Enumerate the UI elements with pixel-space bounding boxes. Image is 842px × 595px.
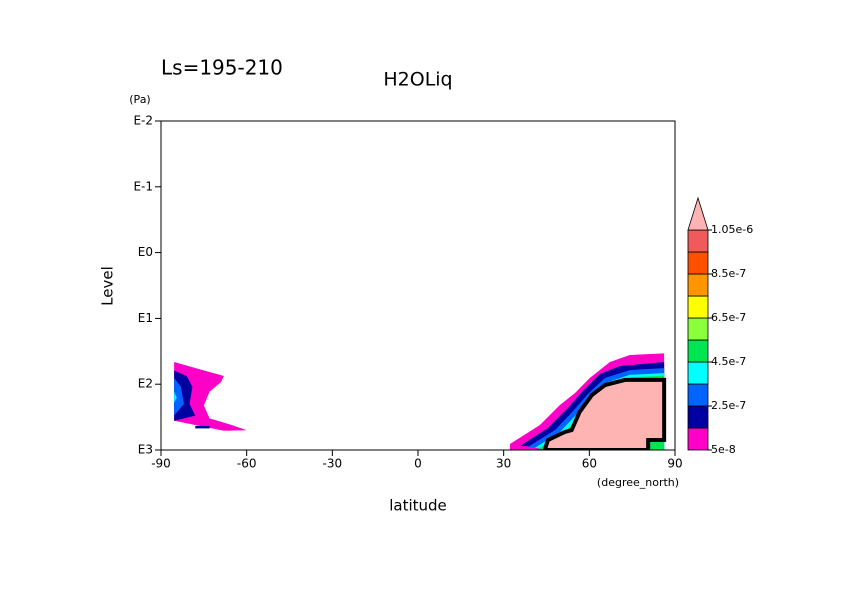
colorbar-label: 8.5e-7	[711, 267, 746, 280]
y-axis-label: Level	[99, 266, 117, 306]
chart-title: H2OLiq	[383, 69, 452, 91]
colorbar-label: 1.05e-6	[711, 223, 753, 236]
x-tick-label: 0	[414, 457, 422, 471]
contour-fill	[542, 377, 667, 450]
colorbar-box	[687, 317, 709, 341]
y-tick-label: E1	[138, 311, 153, 325]
contour-layer	[174, 353, 667, 450]
y-tick-label: E-2	[133, 114, 153, 128]
colorbar-box	[687, 405, 709, 429]
colorbar-box	[687, 251, 709, 275]
y-tick-label: E3	[138, 443, 153, 457]
y-tick-label: E0	[138, 245, 153, 259]
x-tick-label: -60	[237, 457, 257, 471]
x-tick-label: 90	[667, 457, 682, 471]
y-tick-label: E-1	[133, 179, 153, 193]
colorbar-box	[687, 361, 709, 385]
colorbar-box	[687, 229, 709, 253]
colorbar-label: 4.5e-7	[711, 355, 746, 368]
contour-fill	[195, 425, 210, 429]
colorbar-label: 6.5e-7	[711, 311, 746, 324]
colorbar-box	[687, 295, 709, 319]
x-tick-label: 60	[582, 457, 597, 471]
colorbar-box	[687, 273, 709, 297]
contour-fill	[174, 377, 184, 416]
chart-subtitle: Ls=195-210	[161, 56, 283, 80]
x-tick-label: -30	[323, 457, 343, 471]
y-tick-label: E2	[138, 377, 153, 391]
colorbar-label: 5e-8	[711, 443, 736, 456]
colorbar-label: 2.5e-7	[711, 399, 746, 412]
contour-fill	[174, 391, 177, 403]
x-tick-label: -90	[151, 457, 171, 471]
colorbar-box	[687, 339, 709, 363]
x-tick-label: 30	[496, 457, 511, 471]
x-unit: (degree_north)	[597, 476, 679, 489]
colorbar-over	[687, 196, 709, 231]
x-axis-label: latitude	[389, 497, 447, 515]
colorbar-box	[687, 427, 709, 451]
y-unit: (Pa)	[129, 93, 150, 106]
colorbar-box	[687, 383, 709, 407]
